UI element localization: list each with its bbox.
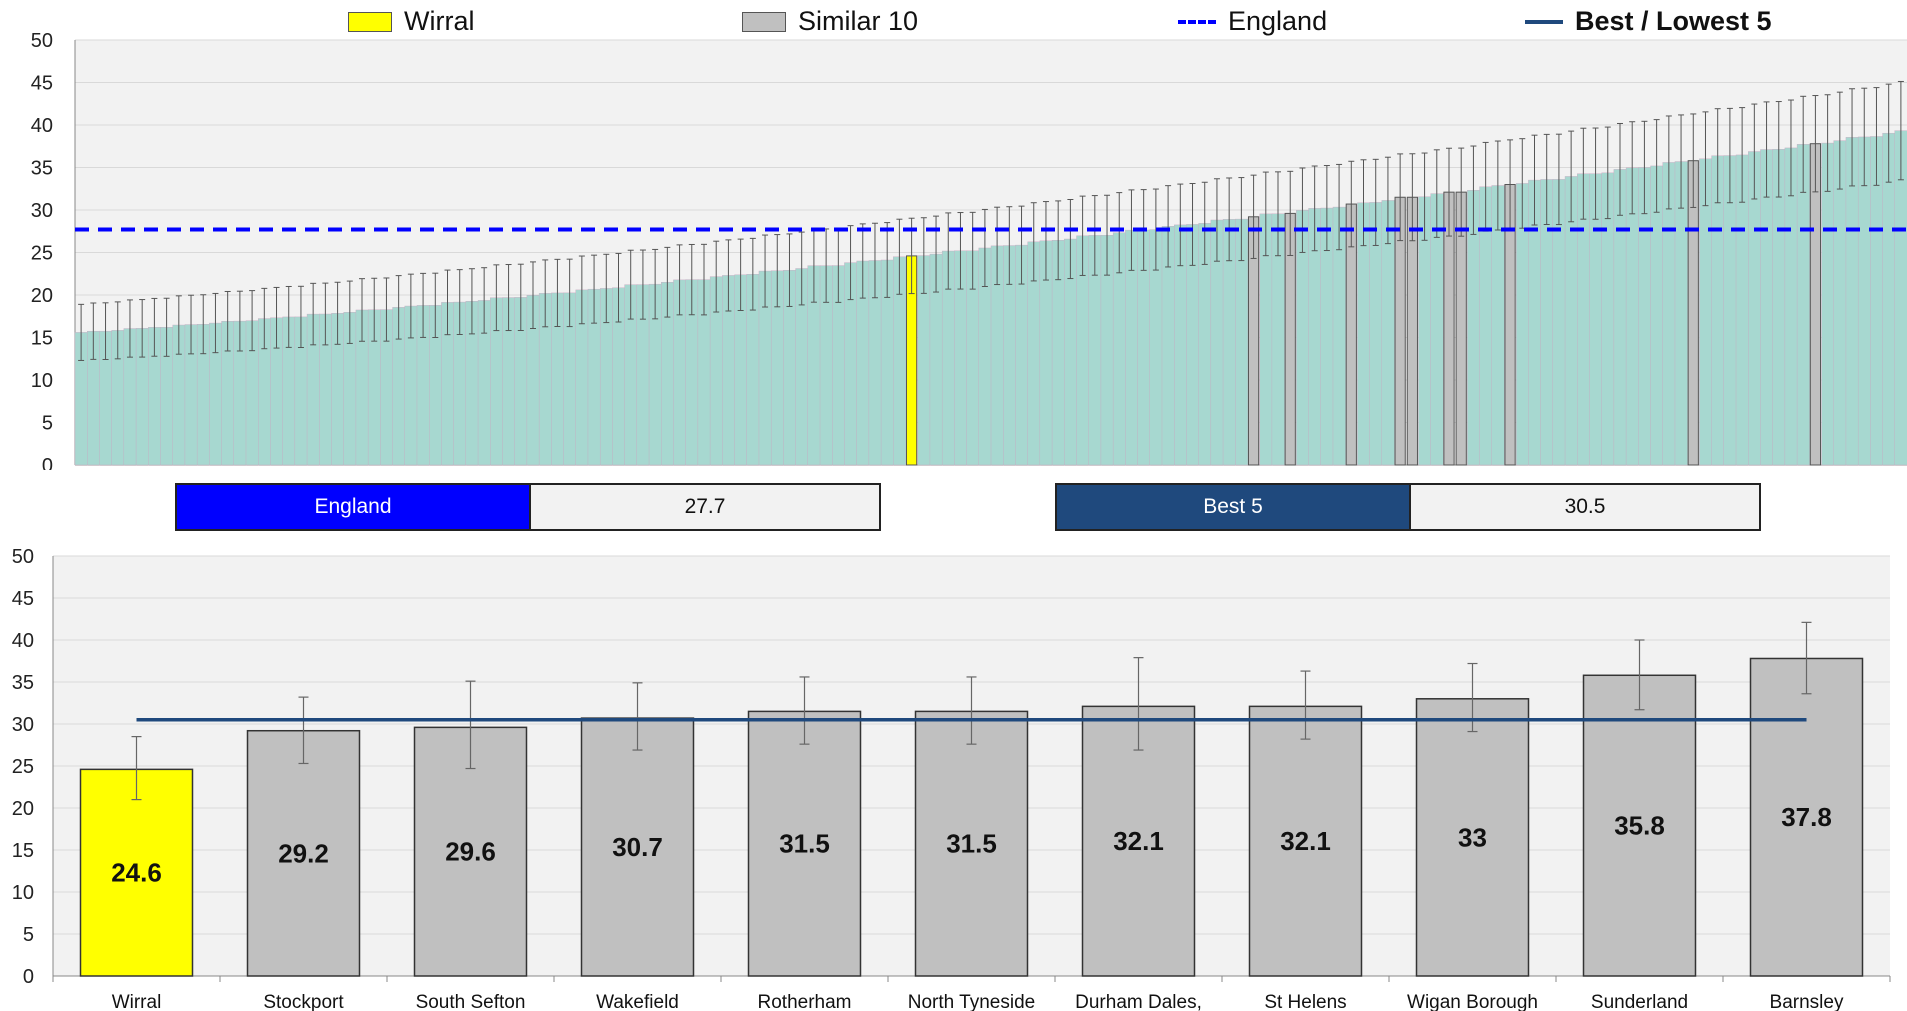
bar: [1894, 130, 1907, 466]
y-tick-label: 5: [23, 924, 34, 946]
bar-comparator: [1081, 705, 1196, 977]
data-label: 31.5: [779, 829, 830, 859]
y-tick-label: 0: [23, 966, 34, 988]
bar-comparator: [1248, 705, 1363, 977]
y-tick-label: 25: [31, 243, 53, 265]
legend-swatch-england: [1178, 19, 1216, 24]
bar-comparator: [914, 710, 1029, 977]
legend-label-best: Best / Lowest 5: [1575, 6, 1772, 36]
data-label: 35.8: [1614, 811, 1665, 841]
category-label: Wirral: [112, 992, 162, 1011]
legend-label-england: England: [1228, 6, 1328, 36]
chart-legend: Wirral Similar 10 England Best / Lowest …: [0, 0, 1907, 42]
data-label: 32.1: [1280, 826, 1331, 856]
category-label: Stockport: [263, 992, 344, 1011]
comparator-bar-chart: 0 5 10 15 20 25 30 35 40 45 50 24.6 Wirral 29.2 Stockp…: [12, 546, 1891, 1011]
bar-comparator: [1415, 698, 1530, 977]
y-tick-label: 10: [12, 882, 34, 904]
category-label: Wigan Borough: [1407, 992, 1538, 1011]
legend-label-similar: Similar 10: [798, 6, 919, 36]
legend-swatch-wirral: [348, 11, 392, 32]
data-label: 29.6: [445, 837, 496, 867]
y-tick-label: 50: [12, 546, 34, 568]
england-summary-value: 27.7: [529, 485, 879, 529]
england-summary-label: England: [177, 485, 529, 529]
y-tick-label: 15: [12, 840, 34, 862]
y-tick-label: 45: [12, 588, 34, 610]
y-tick-label: 35: [31, 158, 53, 180]
y-tick-label: 0: [42, 455, 53, 470]
data-label: 33: [1458, 822, 1487, 852]
category-label: St Helens: [1264, 992, 1346, 1011]
bar-wirral: [79, 768, 194, 977]
y-tick-label: 5: [42, 413, 53, 435]
legend-swatch-best: [1525, 19, 1563, 24]
best-summary: Best 5 30.5: [1055, 483, 1761, 531]
legend-label-wirral: Wirral: [404, 6, 475, 36]
legend-item-similar: Similar 10: [742, 6, 918, 37]
best-summary-label: Best 5: [1057, 485, 1409, 529]
legend-swatch-similar: [742, 11, 786, 32]
category-label: Sunderland: [1591, 992, 1688, 1011]
legend-item-wirral: Wirral: [348, 6, 474, 37]
data-label: 30.7: [612, 832, 663, 862]
category-label: South Sefton: [416, 992, 526, 1011]
legend-item-england: England: [1178, 6, 1327, 37]
y-tick-label: 50: [31, 30, 53, 52]
category-label: Wakefield: [596, 992, 679, 1011]
y-tick-label: 15: [31, 328, 53, 350]
category-label: North Tyneside: [908, 992, 1035, 1011]
top-distribution-chart: 0 5 10 15 20 25 30 35 40 45 50: [31, 30, 1907, 470]
y-tick-label: 45: [31, 73, 53, 95]
data-label: 24.6: [111, 858, 162, 888]
data-label: 32.1: [1113, 826, 1164, 856]
bar-comparator: [580, 717, 695, 977]
bar: [1845, 137, 1859, 466]
y-tick-label: 20: [12, 798, 34, 820]
y-tick-label: 20: [31, 285, 53, 307]
data-label: 31.5: [946, 829, 997, 859]
category-label: Rotherham: [758, 992, 852, 1011]
bar-comparator: [747, 710, 862, 977]
y-tick-label: 30: [12, 714, 34, 736]
bar-comparator: [246, 729, 361, 977]
y-tick-label: 10: [31, 370, 53, 392]
best-summary-value: 30.5: [1409, 485, 1759, 529]
category-label: Durham Dales,: [1075, 992, 1202, 1011]
y-tick-label: 35: [12, 672, 34, 694]
category-label: Barnsley: [1770, 992, 1844, 1011]
data-label: 37.8: [1781, 802, 1832, 832]
england-summary: England 27.7: [175, 483, 881, 531]
y-tick-label: 40: [31, 115, 53, 137]
legend-item-best: Best / Lowest 5: [1525, 6, 1772, 37]
bar-comparator: [1749, 657, 1864, 977]
y-tick-label: 25: [12, 756, 34, 778]
bar: [1882, 132, 1896, 466]
y-tick-label: 40: [12, 630, 34, 652]
data-label: 29.2: [278, 838, 329, 868]
y-tick-label: 30: [31, 200, 53, 222]
